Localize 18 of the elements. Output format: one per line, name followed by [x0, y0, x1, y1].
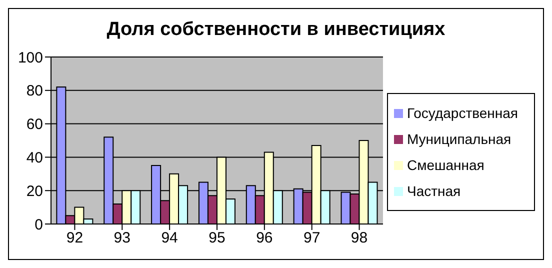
y-tick-label: 20	[26, 182, 43, 200]
x-tick-label: 97	[304, 230, 320, 247]
x-tick-label: 92	[66, 230, 84, 247]
x-tick-label: 96	[256, 230, 273, 247]
chart-title: Доля собственности в инвестициях	[106, 19, 446, 42]
x-tick-label: 93	[114, 230, 130, 247]
y-tick-label: 40	[26, 150, 43, 167]
x-tick-label: 95	[208, 230, 226, 247]
legend-label: Смешанная	[406, 156, 484, 172]
y-tick-label: 100	[18, 49, 43, 66]
y-tick-label: 0	[34, 216, 43, 234]
x-tick-label: 94	[161, 230, 178, 247]
x-tick-label: 98	[350, 230, 368, 247]
y-tick-label: 60	[26, 116, 43, 134]
y-tick-label: 80	[26, 82, 43, 100]
legend-label: Частная	[406, 182, 461, 198]
legend-label: Муниципальная	[406, 130, 512, 146]
legend-label: Государственная	[406, 104, 518, 120]
